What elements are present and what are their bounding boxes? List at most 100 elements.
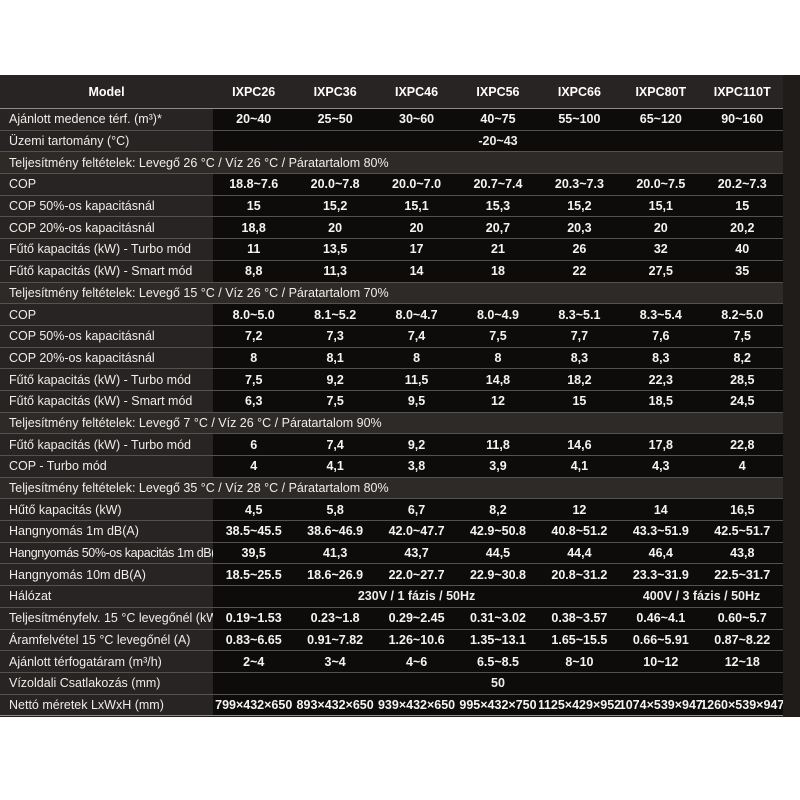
table-row: Hangnyomás 50%-os kapacitás 1m dB(A) 39,5… (0, 542, 783, 565)
spec-value-cell: 22 (572, 264, 587, 279)
spec-value-cell: 42.9~50.8 (469, 524, 526, 539)
row-label: Teljesítményfelv. 15 °C levegőnél (kW) (0, 607, 213, 629)
spec-value-cell: 1.65~15.5 (551, 632, 608, 647)
spec-value-cell: 13,5 (322, 242, 348, 257)
model-columns: IXPC26 IXPC36 IXPC46 IXPC56 IXPC66 IXPC80T IXP… (213, 75, 783, 108)
spec-value-cell: 9,2 (407, 437, 426, 452)
spec-value-cell: 12 (572, 502, 587, 517)
row-label: COP - Turbo mód (0, 456, 213, 477)
spec-value-cell: 3~4 (324, 654, 346, 669)
spec-value-cell: 20.0~7.5 (636, 177, 686, 192)
spec-value-cell: 7,5 (245, 372, 263, 387)
spec-value-cell: 8.2~5.0 (721, 307, 764, 322)
spec-value-cell: 22.5~31.7 (714, 567, 771, 582)
spec-value-cell: 14,6 (567, 437, 592, 452)
spec-value-cell: 11 (247, 242, 261, 257)
spec-value-cell: 8,1 (326, 350, 344, 365)
table-row: Ajánlott medence térf. (m³)* 20~40 25~50 30… (0, 109, 783, 131)
row-label: COP 50%-os kapacitásnál (0, 195, 213, 217)
spec-value-cell: 20 (409, 220, 424, 235)
spec-value-cell: 18.8~7.6 (229, 177, 279, 192)
spec-value-cell: 7,6 (652, 329, 670, 344)
row-values: 8 8,1 8 8 8,3 8,3 8,2 (213, 347, 783, 369)
spec-value-cell: 4,1 (570, 459, 589, 474)
spec-value-cell: 8,2 (489, 502, 507, 517)
spec-value-cell: 18 (491, 264, 505, 279)
spec-value-cell: 43.3~51.9 (632, 524, 689, 539)
spec-value-cell: 32 (653, 242, 668, 257)
spec-value-cell: 8.3~5.4 (639, 307, 682, 322)
spec-value-cell: 0.23~1.8 (310, 611, 360, 626)
row-values: 11 13,5 17 21 26 32 40 (213, 239, 783, 260)
table-row: Hűtő kapacitás (kW) 4,5 5,8 6,7 8,2 12 14 16,5 (0, 499, 783, 522)
spec-value-cell: 35 (735, 264, 750, 279)
spec-value-cell: 0.19~1.53 (225, 611, 282, 626)
row-label: Fűtő kapacitás (kW) - Turbo mód (0, 434, 213, 455)
spec-split-cell: 400V / 3 fázis / 50Hz (642, 589, 761, 604)
table-row: Fűtő kapacitás (kW) - Turbo mód 7,5 9,2 11,… (0, 369, 783, 391)
spec-value-cell: 3,9 (489, 459, 507, 474)
table-row: COP 20%-os kapacitásnál 8 8,1 8 8 8,3 8,3 8,2 (0, 347, 783, 370)
table-row: Fűtő kapacitás (kW) - Smart mód 8,8 11,3 14… (0, 260, 783, 283)
spec-value-cell: 10~12 (643, 654, 679, 669)
row-values: 39,5 41,3 43,7 44,5 44,4 46,4 43,8 (213, 542, 783, 564)
table-row: Hangnyomás 1m dB(A) 38.5~45.5 38.6~46.9 42.… (0, 521, 783, 543)
spec-value-cell: 1.26~10.6 (388, 632, 445, 647)
spec-value-cell: 4,1 (326, 459, 344, 474)
spec-value-cell: 5,8 (326, 502, 344, 517)
row-label: Hálózat (0, 586, 213, 607)
table-row: Fűtő kapacitás (kW) - Turbo mód 6 7,4 9,2 11… (0, 434, 783, 456)
spec-value-cell: 7,2 (245, 329, 263, 344)
spec-value-cell: 4,3 (652, 459, 670, 474)
table-row: Fűtő kapacitás (kW) - Smart mód 6,3 7,5 9,5… (0, 390, 783, 413)
table-row: Ajánlott térfogatáram (m³/h) 2~4 3~4 4~6 6.5… (0, 651, 783, 673)
spec-value-cell: 18,5 (648, 394, 673, 409)
spec-value-cell: 7,3 (326, 329, 344, 344)
row-label: Vízoldali Csatlakozás (mm) (0, 672, 213, 694)
row-label: Nettó méretek LxWxH (mm) (0, 694, 213, 716)
spec-value-cell: 20~40 (236, 112, 272, 127)
spec-value-cell: 18,2 (567, 372, 592, 387)
spec-value-cell: 44,5 (485, 546, 511, 561)
spec-value-cell: 7,4 (326, 437, 344, 452)
table-row: Hálózat 230V / 1 fázis / 50Hz 400V / 3 fáz… (0, 586, 783, 608)
row-values: 0.83~6.65 0.91~7.82 1.26~10.6 1.35~13.1 1.65… (213, 629, 783, 651)
spec-value-cell: 4 (250, 459, 258, 474)
spec-value-cell: 15,2 (322, 199, 348, 214)
table-row: COP 20%-os kapacitásnál 18,8 20 20 20,7 20,3 2… (0, 217, 783, 240)
row-values: 38.5~45.5 38.6~46.9 42.0~47.7 42.9~50.8 40.8… (213, 521, 783, 542)
section-header-label: Teljesítmény feltételek: Levegő 26 °C / … (9, 155, 389, 170)
table-row: Üzemi tartomány (°C) -20~43 (0, 130, 783, 153)
row-values: 8.0~5.0 8.1~5.2 8.0~4.7 8.0~4.9 8.3~5.1 8.3~5… (213, 304, 783, 325)
section-header-row: Teljesítmény feltételek: Levegő 15 °C / … (0, 282, 783, 305)
spec-value-cell: 90~160 (721, 112, 764, 127)
spec-value-cell: 46,4 (648, 546, 673, 561)
spec-value-cell: 8~10 (565, 654, 594, 669)
spec-value-cell: 995×432×750 (459, 697, 537, 712)
row-values: 4 4,1 3,8 3,9 4,1 4,3 4 (213, 456, 783, 477)
section-header-row: Teljesítmény feltételek: Levegő 35 °C / … (0, 477, 783, 500)
spec-value-cell: 2~4 (243, 654, 265, 669)
spec-value-cell: 4 (738, 459, 746, 474)
spec-value-cell: 40.8~51.2 (551, 524, 608, 539)
spec-value-cell: 6,7 (407, 502, 426, 517)
row-values: 18.5~25.5 18.6~26.9 22.0~27.7 22.9~30.8 20.8… (213, 564, 783, 586)
spec-value-cell: 44,4 (567, 546, 592, 561)
spec-value-cell: 28,5 (730, 372, 755, 387)
spec-value-cell: 41,3 (322, 546, 348, 561)
model-column-header: IXPC26 (232, 84, 276, 99)
spec-value-cell: 0.87~8.22 (714, 632, 771, 647)
spec-value-cell: 15,1 (648, 199, 673, 214)
spec-value-cell: 38.6~46.9 (307, 524, 364, 539)
spec-value-cell: 11,3 (323, 264, 347, 279)
spec-value-cell: 1.35~13.1 (469, 632, 526, 647)
section-header-row: Teljesítmény feltételek: Levegő 7 °C / V… (0, 412, 783, 435)
row-values: -20~43 (213, 130, 783, 152)
spec-value-cell: 22,3 (648, 372, 673, 387)
model-header-label: Model (0, 75, 213, 108)
spec-value-cell: 38.5~45.5 (225, 524, 282, 539)
model-column-header: IXPC46 (395, 84, 439, 99)
spec-value-cell: 26 (572, 242, 587, 257)
table-row: Fűtő kapacitás (kW) - Turbo mód 11 13,5 17 2… (0, 239, 783, 261)
spec-value-cell: 0.83~6.65 (225, 632, 282, 647)
